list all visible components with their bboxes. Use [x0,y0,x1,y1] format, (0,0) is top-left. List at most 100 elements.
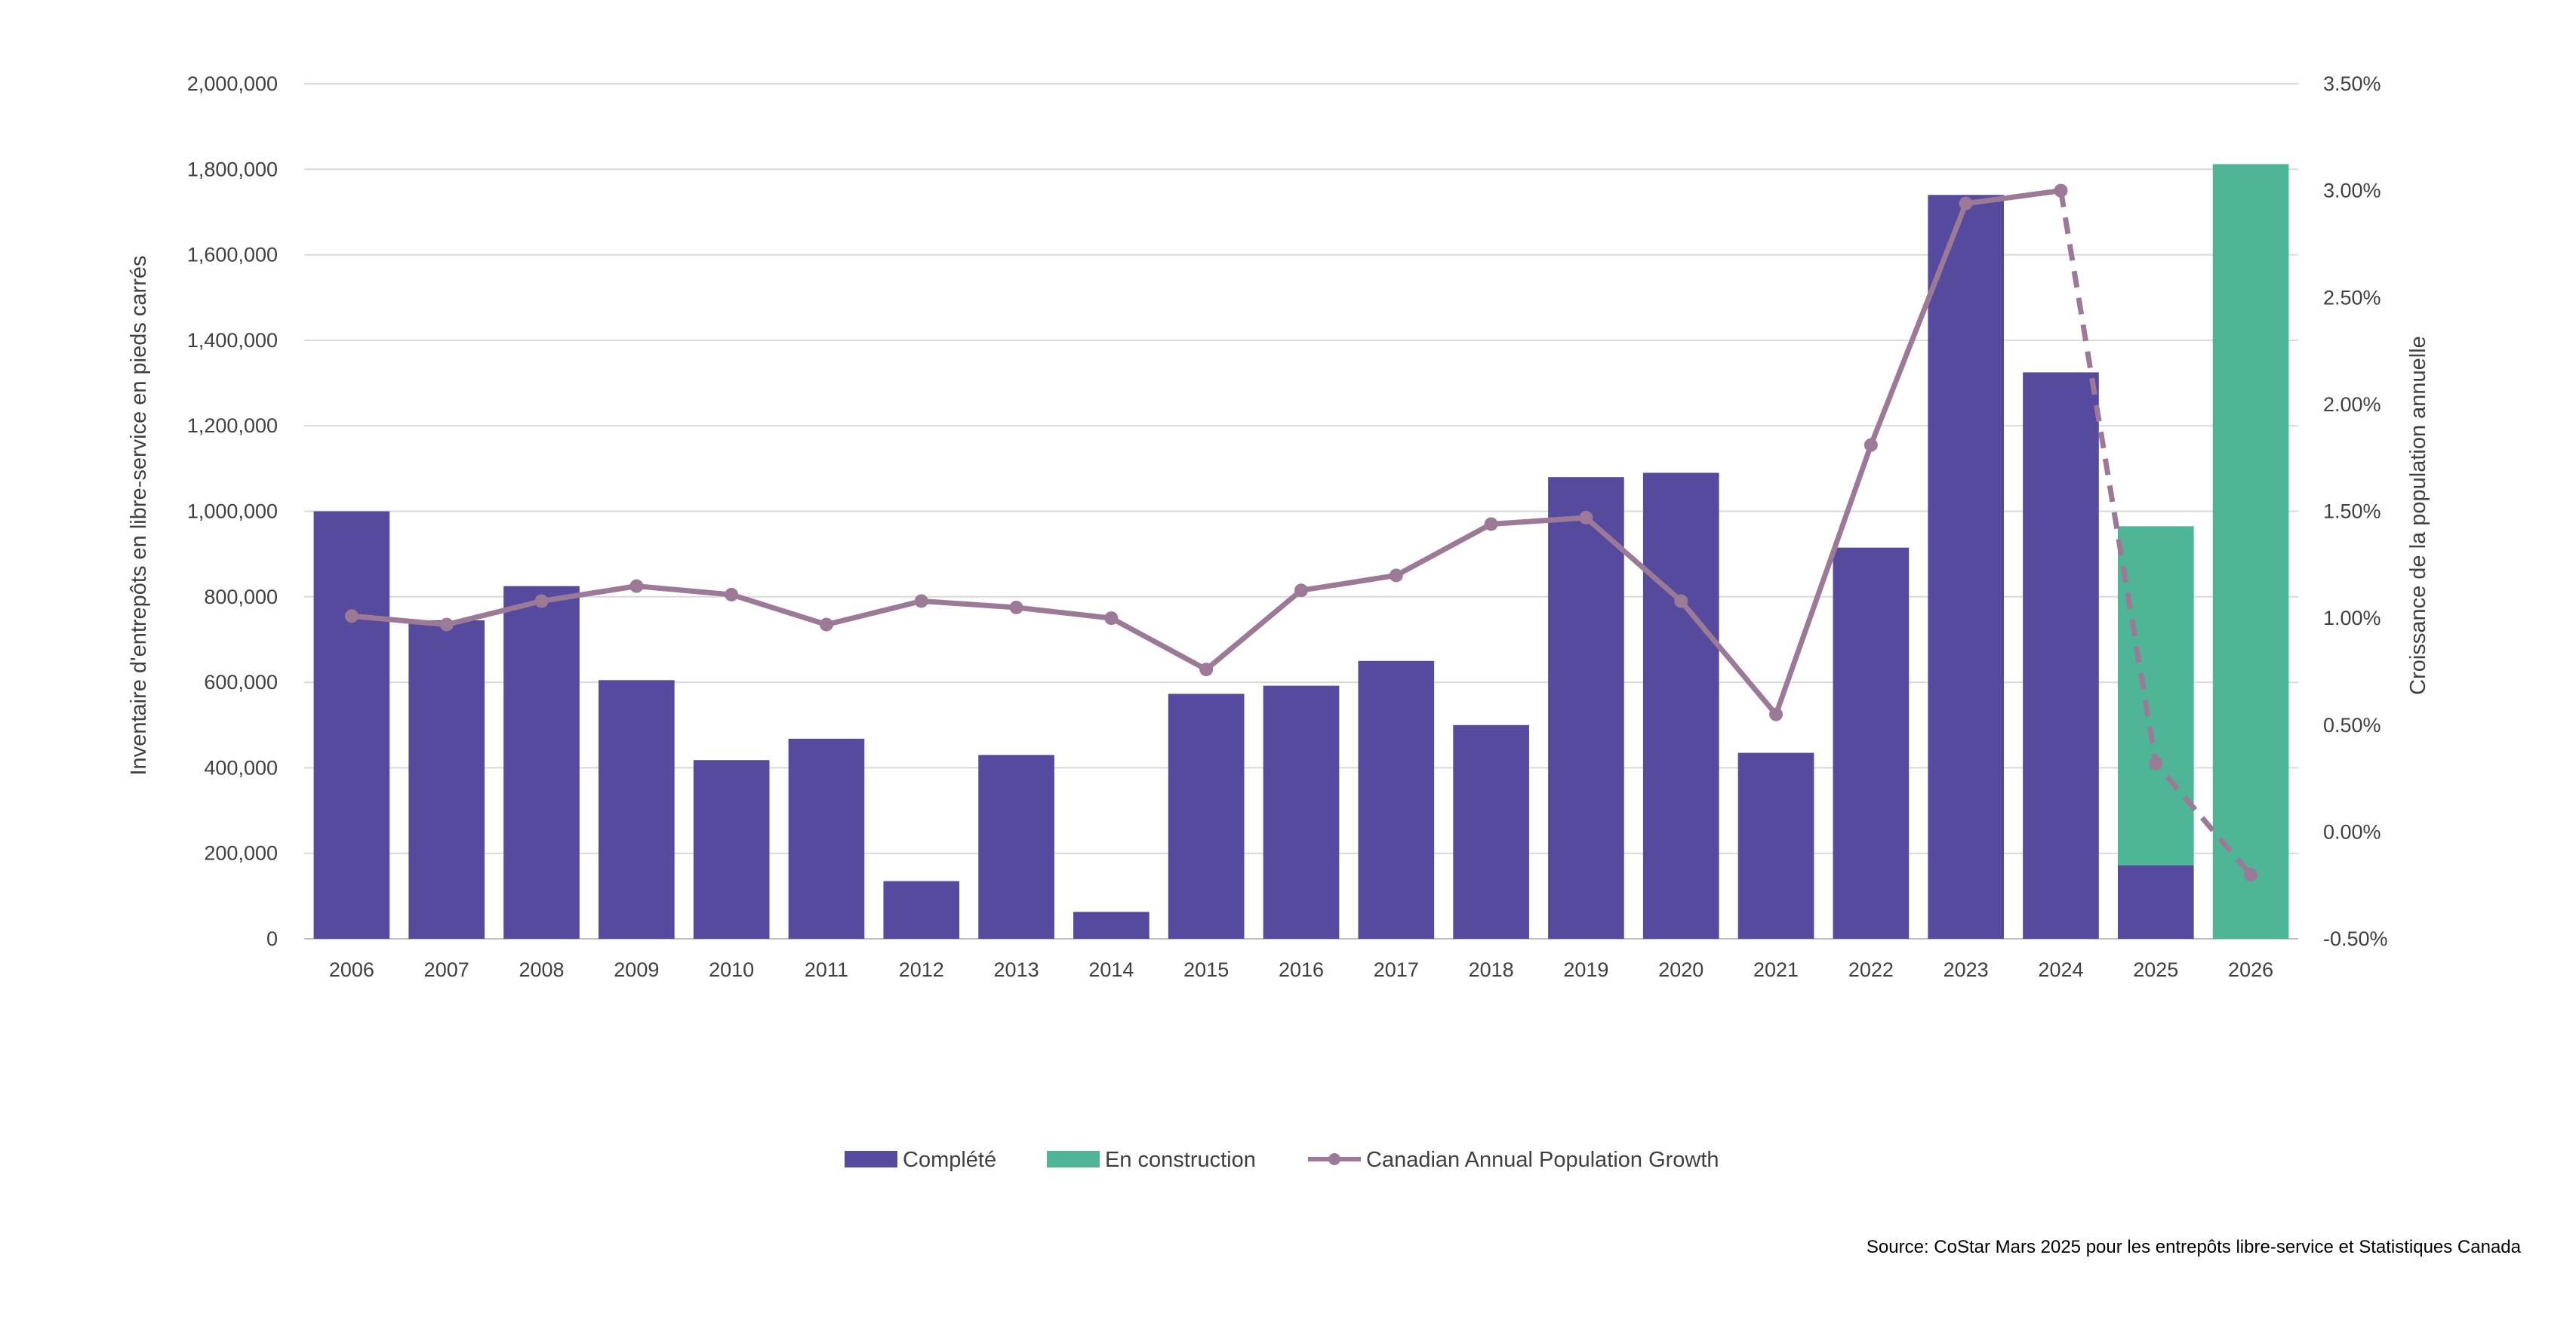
legend: Complété En construction Canadian Annual… [845,1148,1719,1172]
line-point [2054,183,2068,198]
x-tick-label: 2011 [805,958,848,981]
x-tick-label: 2019 [1563,958,1608,981]
legend-swatch-complete [845,1151,897,1167]
x-tick-label: 2008 [519,958,564,981]
bar-complete [1642,472,1719,939]
bar-complete [1928,195,2004,939]
source-note: Source: CoStar Mars 2025 pour les entrep… [1867,1237,2522,1257]
bar-complete [978,755,1054,939]
line-point [1104,611,1119,626]
bar-complete [599,680,675,939]
left-tick-label: 400,000 [204,756,278,779]
right-tick-label: 3.00% [2323,180,2381,202]
x-tick-label: 2017 [1374,958,1419,981]
x-axis-ticks: 2006 2007 2008 2009 2010 2011 2012 2013 2014 2015… [329,958,2273,981]
x-tick-label: 2023 [1944,958,1989,981]
line-point [914,594,928,608]
x-tick-label: 2013 [994,958,1039,981]
bar-construction [2212,164,2289,940]
left-axis-title: Inventaire d'entrepôts en libre-service … [127,255,151,775]
bar-complete [693,760,770,939]
line-point [1674,594,1688,608]
bar-complete [1073,912,1150,939]
line-point [2149,756,2163,771]
bar-complete [1358,660,1435,939]
line-point [1579,510,1593,524]
line-point [1199,663,1214,677]
right-tick-label: 2.50% [2323,286,2381,309]
right-tick-label: -0.50% [2323,927,2388,950]
bar-complete [788,738,865,939]
line-point [344,609,359,623]
bar-complete [1548,477,1624,939]
left-tick-label: 0 [266,927,278,950]
x-tick-label: 2010 [709,958,754,981]
line-point [439,617,454,632]
bar-complete [408,620,485,939]
line-point [2244,868,2258,882]
bar-complete [313,511,390,939]
bar-complete [1263,685,1340,939]
left-tick-label: 2,000,000 [187,72,278,95]
x-tick-label: 2024 [2038,958,2083,981]
bar-complete [503,586,580,939]
x-tick-label: 2021 [1753,958,1799,981]
right-axis-ticks: -0.50% 0.00% 0.50% 1.00% 1.50% 2.00% 2.50% 3.00… [2323,72,2388,950]
line-point [1959,196,1973,211]
left-tick-label: 1,800,000 [187,158,278,180]
legend-item-complete: Complété [845,1148,996,1172]
left-tick-label: 600,000 [204,671,278,694]
x-tick-label: 2014 [1088,958,1134,981]
line-point [1864,438,1878,452]
legend-swatch-construction [1047,1151,1100,1167]
x-tick-label: 2006 [329,958,374,981]
x-tick-label: 2018 [1469,958,1514,981]
right-tick-label: 0.50% [2323,714,2381,737]
x-tick-label: 2015 [1183,958,1229,981]
population-growth-line [344,183,2258,882]
left-tick-label: 1,000,000 [187,500,278,523]
line-point [629,579,644,593]
right-tick-label: 1.00% [2323,607,2381,629]
bar-complete [2023,372,2099,939]
x-tick-label: 2016 [1279,958,1324,981]
right-tick-label: 1.50% [2323,500,2381,523]
right-axis-title: Croissance de la population annuelle [2406,336,2430,695]
bar-complete [1168,694,1245,939]
x-tick-label: 2007 [424,958,469,981]
right-tick-label: 0.00% [2323,820,2381,843]
right-tick-label: 2.00% [2323,393,2381,416]
legend-label-complete: Complété [903,1148,996,1172]
legend-marker-population-growth [1328,1153,1340,1165]
left-tick-label: 1,600,000 [187,244,278,266]
x-tick-label: 2025 [2133,958,2178,981]
line-segment-solid [349,188,2064,718]
line-point [1009,600,1023,614]
x-tick-label: 2012 [899,958,944,981]
legend-item-population-growth: Canadian Annual Population Growth [1308,1148,1719,1172]
left-tick-label: 200,000 [204,842,278,865]
right-tick-label: 3.50% [2323,72,2381,95]
line-point [725,587,739,601]
x-tick-label: 2020 [1658,958,1703,981]
bar-complete [1737,752,1814,939]
line-point [1484,517,1498,531]
legend-item-construction: En construction [1047,1148,1256,1172]
x-tick-label: 2026 [2228,958,2273,981]
left-axis-ticks: 0 200,000 400,000 600,000 800,000 1,000,000 1,… [187,72,278,950]
bar-complete [883,881,960,939]
left-tick-label: 1,200,000 [187,414,278,437]
x-tick-label: 2022 [1848,958,1894,981]
line-point [819,617,833,632]
legend-label-population-growth: Canadian Annual Population Growth [1366,1148,1719,1172]
line-point [534,594,549,608]
bar-construction [2117,526,2194,866]
bar-complete [1833,547,1910,939]
left-tick-label: 1,400,000 [187,329,278,352]
bar-complete [1453,724,1529,939]
x-tick-label: 2009 [614,958,659,981]
line-point [1389,568,1403,583]
bars [313,164,2289,940]
left-tick-label: 800,000 [204,586,278,608]
